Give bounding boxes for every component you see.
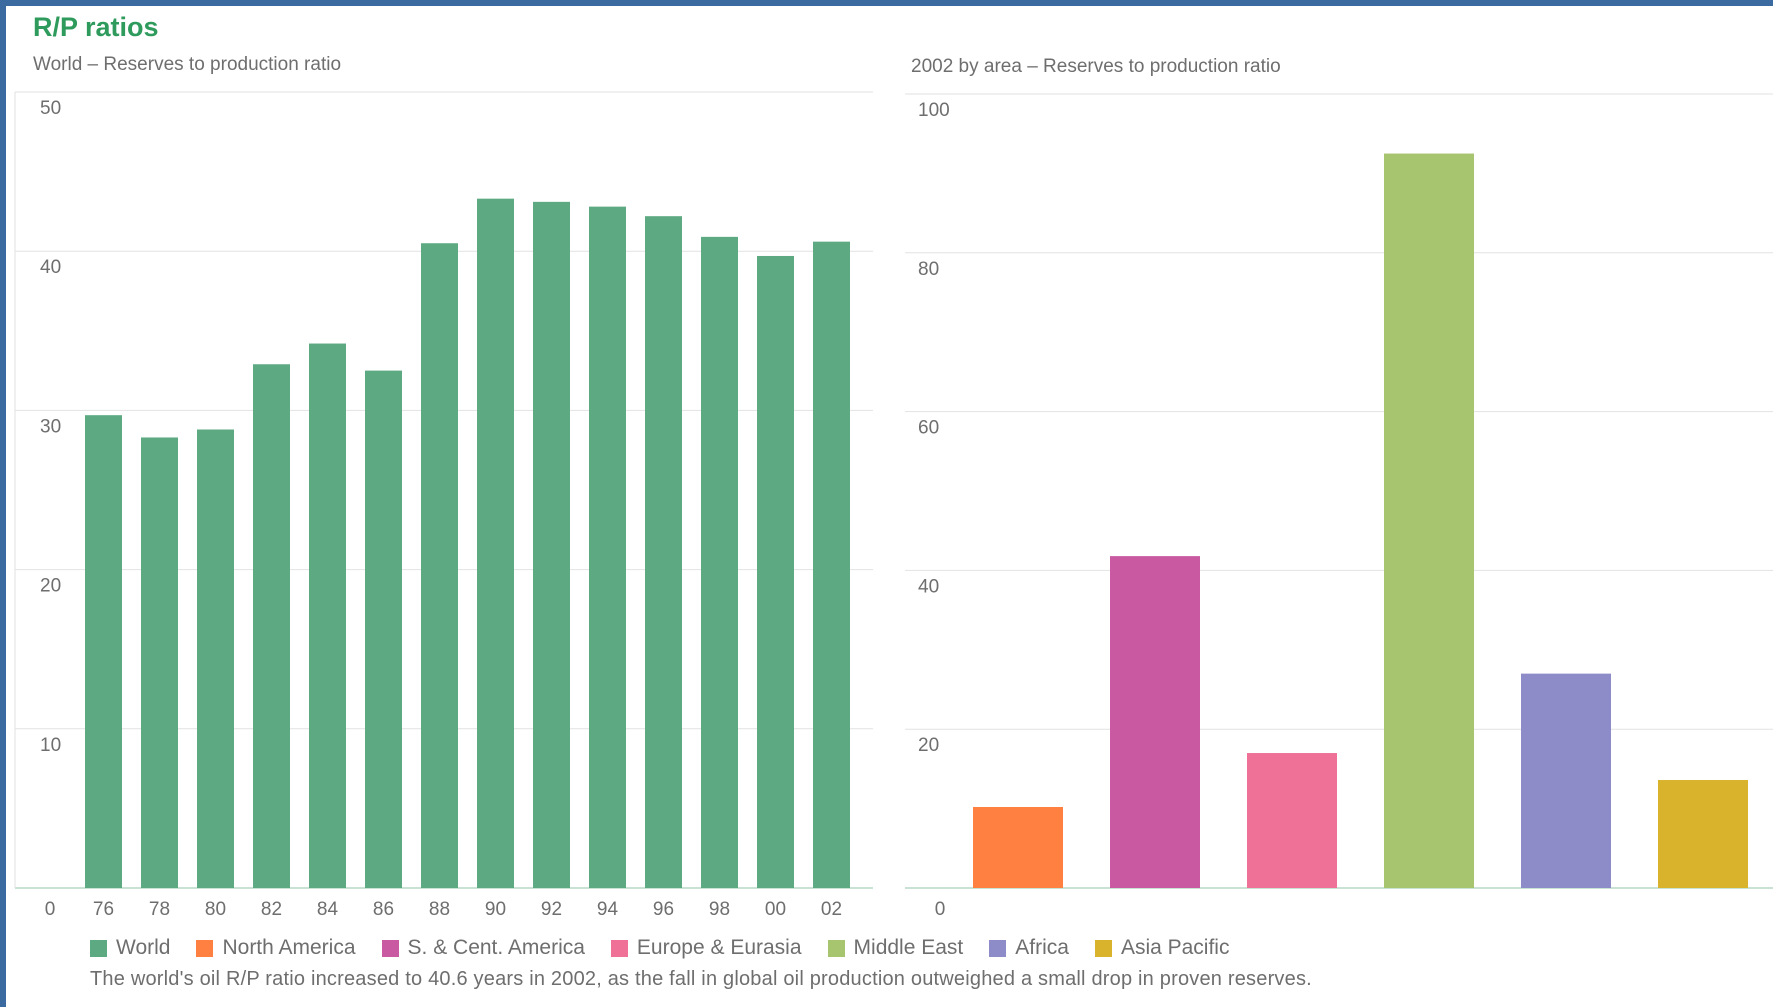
y-tick-label-chart0-0: 0	[45, 899, 56, 920]
bar-chart0-92	[533, 201, 570, 888]
x-tick-label-88: 88	[429, 899, 450, 920]
x-tick-label-00: 00	[765, 899, 786, 920]
legend-swatch-europe-eurasia	[610, 939, 628, 957]
legend-swatch-africa	[989, 939, 1007, 957]
legend-label-africa: Africa	[1015, 936, 1069, 959]
bar-chart1-s-cent-america	[1110, 556, 1200, 888]
x-tick-label-98: 98	[709, 899, 730, 920]
y-tick-label-chart0-30: 30	[40, 416, 61, 437]
y-tick-label-chart1-20: 20	[918, 735, 939, 756]
y-tick-label-chart0-50: 50	[40, 98, 61, 119]
legend-label-south-central-america: S. & Cent. America	[407, 936, 585, 959]
x-tick-label-84: 84	[317, 899, 339, 920]
y-tick-label-chart1-60: 60	[918, 418, 939, 439]
page-title: R/P ratios	[33, 12, 159, 42]
x-tick-label-82: 82	[261, 899, 282, 920]
legend-label-asia-pacific: Asia Pacific	[1120, 936, 1230, 959]
frame-top-border	[0, 0, 1773, 6]
legend-item-world: World	[90, 936, 170, 960]
bar-chart1-europe-eurasia	[1247, 753, 1337, 888]
legend-item-south-central-america: S. & Cent. America	[381, 936, 585, 960]
bar-chart0-86	[365, 370, 402, 889]
x-tick-label-76: 76	[93, 899, 114, 920]
bar-chart0-98	[701, 236, 738, 888]
x-tick-label-86: 86	[373, 899, 394, 920]
x-tick-label-78: 78	[149, 899, 170, 920]
legend-item-africa: Africa	[989, 936, 1069, 960]
legend-item-asia-pacific: Asia Pacific	[1094, 936, 1230, 960]
y-tick-label-chart1-0: 0	[935, 899, 946, 920]
legend-label-north-america: North America	[222, 936, 356, 959]
legend-swatch-asia-pacific	[1094, 939, 1112, 957]
legend-swatch-middle-east	[827, 939, 845, 957]
legend: World North America S. & Cent. America E…	[90, 936, 1229, 960]
frame-left-border	[0, 0, 6, 1007]
x-tick-label-80: 80	[205, 899, 226, 920]
legend-item-middle-east: Middle East	[827, 936, 964, 960]
legend-item-europe-eurasia: Europe & Eurasia	[610, 936, 802, 960]
legend-swatch-south-central-america	[381, 939, 399, 957]
y-tick-label-chart1-40: 40	[918, 576, 939, 597]
x-tick-label-92: 92	[541, 899, 562, 920]
y-tick-label-chart0-10: 10	[40, 735, 61, 756]
chart-caption: The world's oil R/P ratio increased to 4…	[90, 968, 1312, 990]
legend-swatch-world	[90, 939, 107, 957]
bar-chart0-90	[477, 198, 514, 888]
bar-chart0-78	[141, 437, 178, 888]
legend-label-middle-east: Middle East	[853, 936, 964, 959]
y-tick-label-chart1-80: 80	[918, 259, 939, 280]
legend-label-europe-eurasia: Europe & Eurasia	[636, 936, 802, 959]
bar-chart1-middle-east	[1384, 153, 1474, 889]
bar-chart0-94	[589, 206, 626, 888]
y-tick-label-chart1-100: 100	[918, 100, 950, 121]
bar-chart0-80	[197, 429, 234, 888]
x-tick-label-90: 90	[485, 899, 506, 920]
bar-chart0-00	[757, 255, 794, 888]
bar-chart0-02	[813, 241, 850, 888]
legend-swatch-north-america	[196, 939, 214, 957]
bar-chart1-asia-pacific	[1658, 780, 1748, 888]
right-chart-subtitle: 2002 by area – Reserves to production ra…	[911, 56, 1281, 77]
y-tick-label-chart0-20: 20	[40, 576, 61, 597]
bar-chart1-north-america	[973, 807, 1063, 888]
bar-chart1-africa	[1521, 673, 1611, 888]
legend-label-world: World	[116, 936, 171, 959]
bar-chart0-84	[309, 343, 346, 888]
left-chart-subtitle: World – Reserves to production ratio	[33, 54, 342, 75]
bar-chart0-82	[253, 364, 290, 888]
y-tick-label-chart0-40: 40	[40, 257, 61, 278]
bar-chart0-76	[85, 415, 122, 888]
bar-chart0-96	[645, 216, 682, 888]
x-tick-label-94: 94	[597, 899, 619, 920]
legend-item-north-america: North America	[196, 936, 356, 960]
x-tick-label-96: 96	[653, 899, 674, 920]
x-tick-label-02: 02	[821, 899, 842, 920]
bar-chart0-88	[421, 243, 458, 889]
